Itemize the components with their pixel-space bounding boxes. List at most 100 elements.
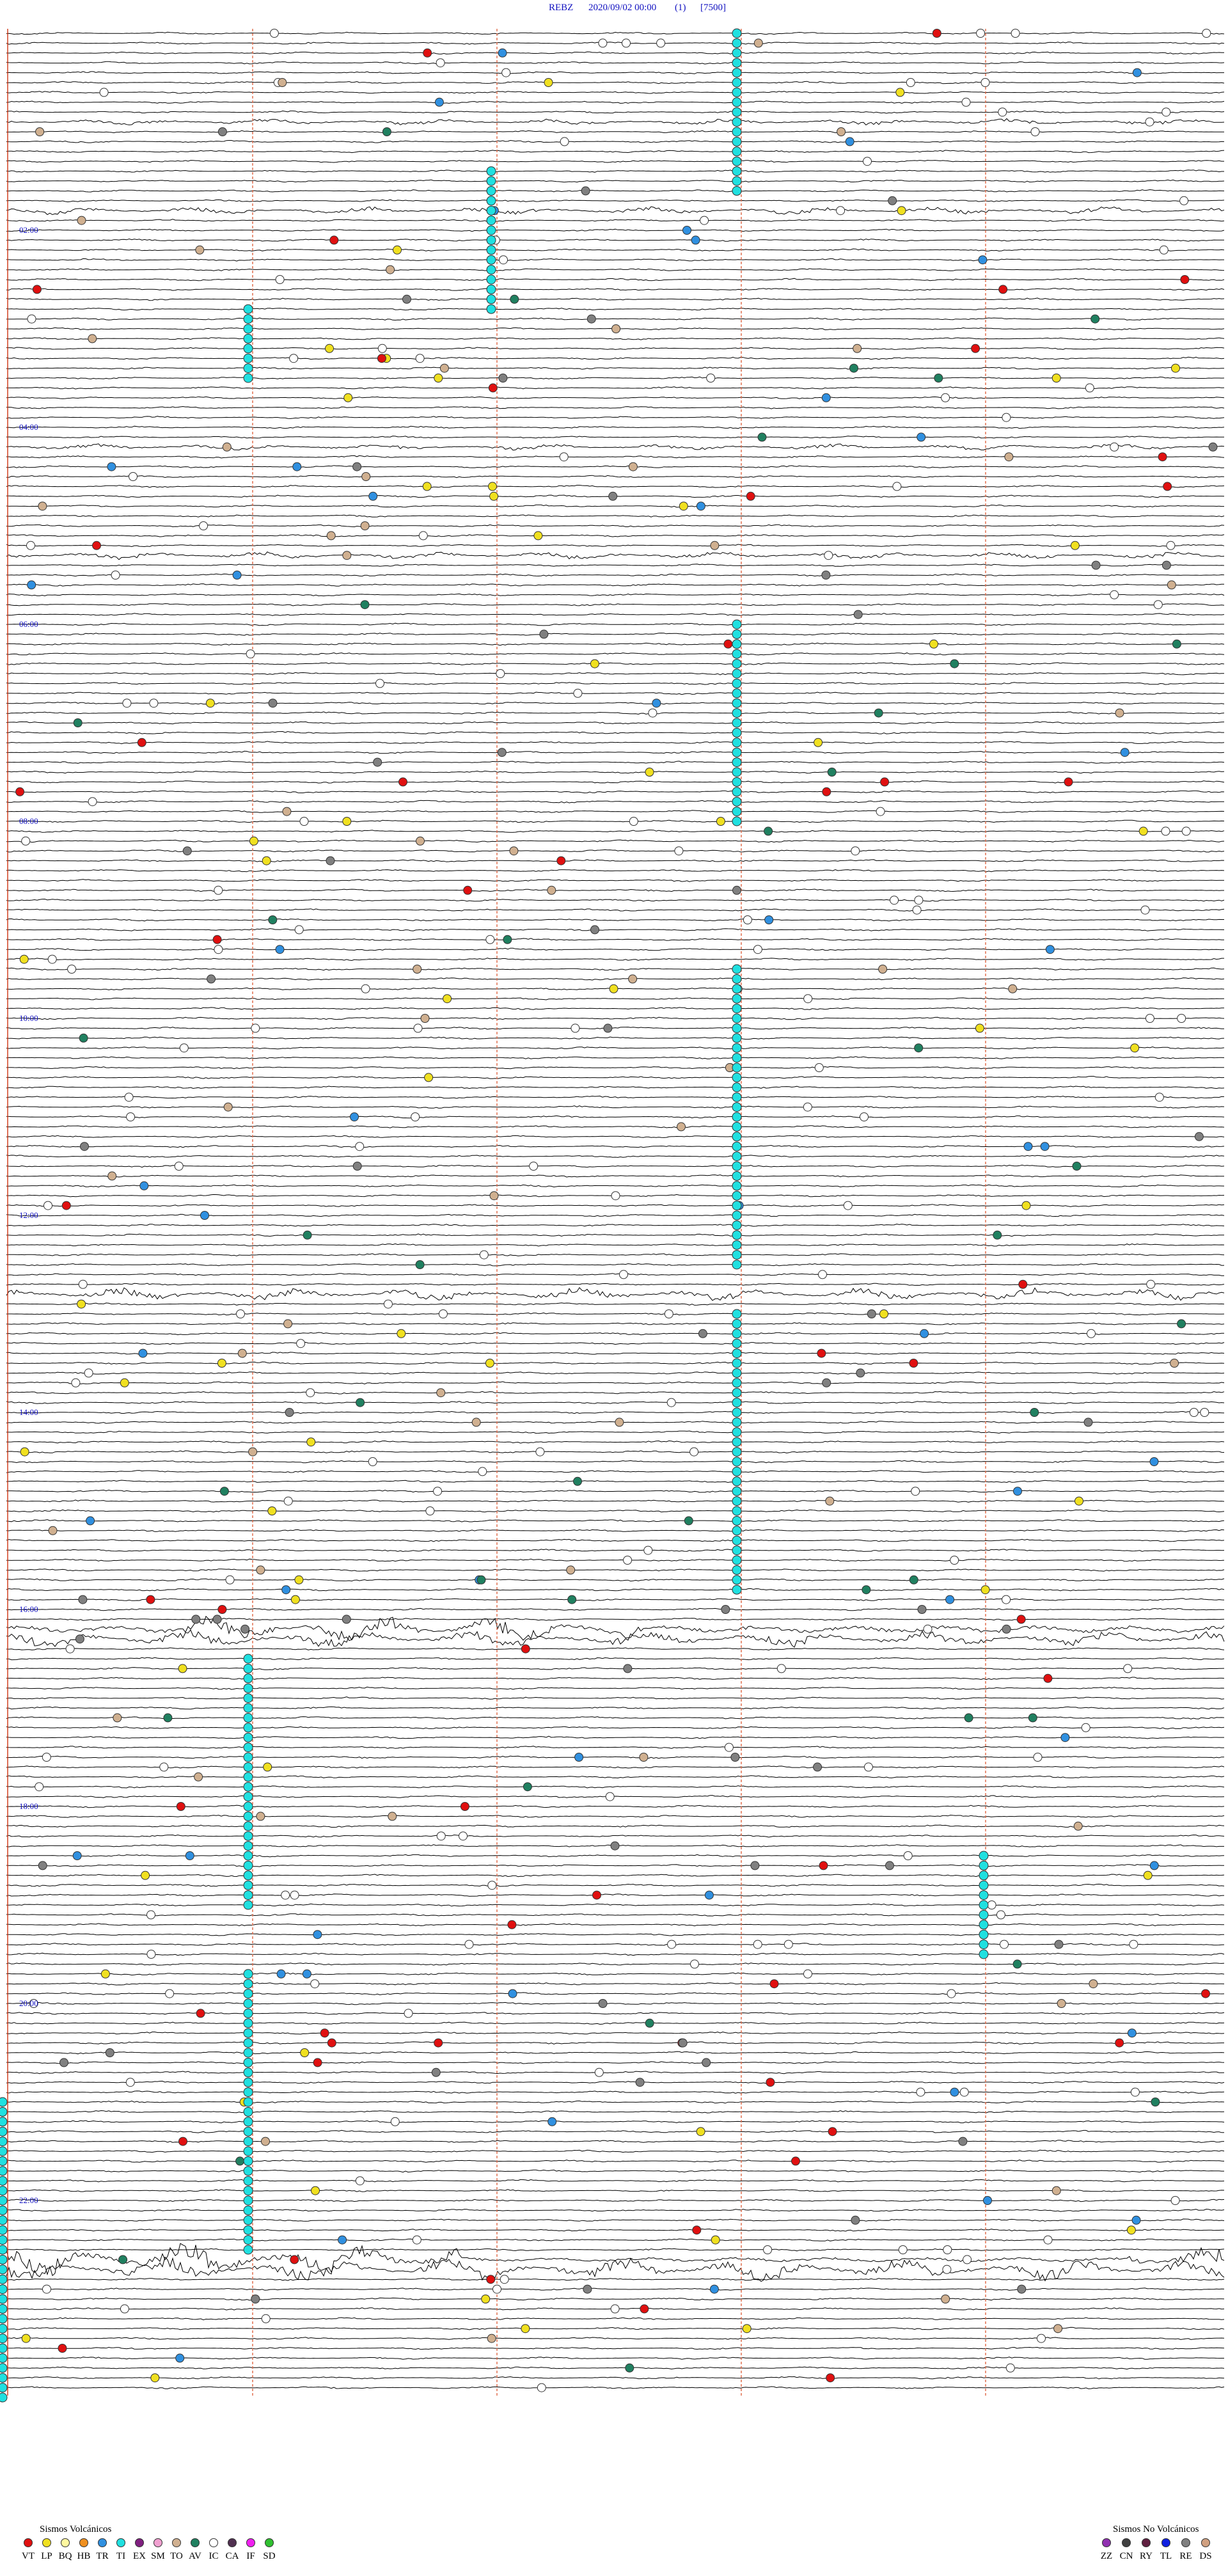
event [42, 2284, 51, 2294]
event [496, 669, 505, 678]
event [732, 1427, 742, 1437]
event [586, 314, 596, 324]
event [105, 2048, 114, 2057]
hour-label: 14:00 [19, 1407, 38, 1417]
event [878, 965, 888, 974]
event [1053, 2324, 1063, 2334]
event [434, 97, 444, 107]
event [732, 1457, 742, 1467]
legend-swatch [209, 2538, 218, 2547]
event [75, 1634, 84, 1644]
legend-code: DS [1199, 2551, 1211, 2561]
event [1037, 2334, 1046, 2343]
trace [6, 1174, 1224, 1178]
event [914, 896, 924, 905]
trace [6, 613, 1225, 616]
event [243, 1762, 253, 1772]
trace [6, 485, 1225, 488]
event [486, 245, 496, 255]
legend-swatch [1201, 2538, 1210, 2547]
event [0, 2363, 8, 2373]
event [732, 1368, 742, 1378]
event [368, 1457, 377, 1466]
hour-label: 06:00 [19, 619, 38, 629]
event [903, 1851, 913, 1860]
event [941, 393, 950, 402]
event [15, 787, 25, 796]
event [368, 491, 378, 501]
event [290, 1890, 299, 1900]
trace [6, 1016, 1225, 1020]
trace [6, 780, 1225, 784]
event [1151, 2098, 1160, 2106]
event [732, 1526, 742, 1536]
trace [6, 1144, 1225, 1148]
event [732, 1023, 742, 1033]
trace [6, 91, 1225, 94]
event [667, 1940, 677, 1949]
event [732, 1555, 742, 1565]
event [1074, 1496, 1083, 1506]
event [732, 136, 742, 146]
trace [6, 288, 1225, 291]
event [909, 1359, 918, 1368]
event [732, 1496, 742, 1506]
trace [6, 2357, 1224, 2360]
event [42, 1753, 51, 1762]
event [856, 1368, 865, 1378]
trace [6, 2159, 1225, 2163]
trace [6, 869, 1225, 873]
event [243, 1693, 253, 1703]
event [677, 1122, 686, 1132]
event [199, 521, 209, 530]
event [107, 1171, 117, 1181]
event [278, 78, 287, 87]
event [300, 2048, 310, 2057]
event [880, 777, 890, 787]
trace [6, 514, 1225, 518]
event [1060, 1733, 1070, 1742]
event [732, 708, 742, 718]
trace [6, 2120, 1225, 2124]
event [118, 2255, 128, 2264]
legend-code: CA [226, 2551, 239, 2561]
event [281, 1585, 291, 1595]
trace [6, 849, 1225, 853]
trace [6, 2376, 1225, 2380]
event [874, 708, 883, 718]
trace [6, 1223, 1225, 1227]
legend-swatch [79, 2538, 88, 2547]
event [243, 363, 253, 374]
event [917, 432, 926, 442]
event [290, 1595, 300, 1604]
event [77, 216, 86, 225]
event [920, 1329, 929, 1338]
event [138, 1348, 148, 1358]
event [126, 1112, 136, 1121]
event [825, 1496, 835, 1506]
trace [6, 1352, 1225, 1355]
event [243, 1900, 253, 1910]
legend-code: RY [1140, 2551, 1153, 2561]
event [679, 502, 688, 511]
event [0, 2126, 8, 2137]
trace [6, 534, 1225, 537]
event [436, 58, 445, 68]
trace [6, 1578, 1225, 1582]
event [415, 354, 425, 363]
event [1008, 984, 1018, 993]
event [917, 1605, 927, 1614]
event [732, 777, 742, 787]
event [175, 2353, 185, 2363]
event [821, 571, 831, 580]
event [498, 48, 507, 58]
event [732, 816, 742, 826]
event [950, 2087, 959, 2097]
legend-swatch [1122, 2538, 1131, 2547]
trace [6, 159, 1224, 163]
event [732, 166, 742, 177]
event [639, 1753, 649, 1762]
event [732, 619, 742, 629]
event [732, 767, 742, 777]
event [1051, 374, 1061, 383]
